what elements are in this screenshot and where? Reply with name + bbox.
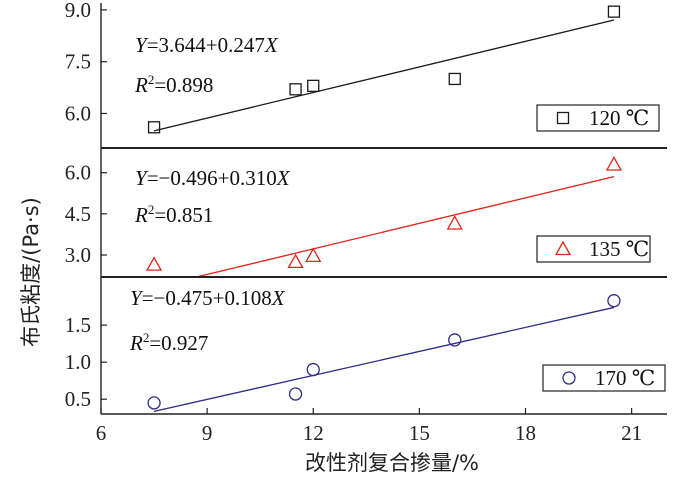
- panel-2-ytick-label: 3.0: [65, 243, 91, 267]
- panel-2-legend-label: 135 ℃: [589, 237, 649, 261]
- panel-3-data-point: [288, 387, 303, 401]
- panel-2-data-point: [287, 253, 304, 269]
- panel-1-legend-label: 120 ℃: [589, 106, 649, 130]
- panel-3-ytick-label: 1.0: [65, 350, 91, 374]
- x-tick-label: 21: [621, 421, 642, 445]
- panel-2-data-point: [446, 215, 463, 230]
- panel-1-data-point: [448, 72, 461, 86]
- panel-1-fit-line: [153, 19, 615, 132]
- panel-1-legend-marker: [556, 111, 570, 125]
- panel-3: 0.5 1.0 1.5 Y=−0.475+0.108X R2=0.927 170 ℃: [65, 286, 666, 413]
- panel-3-legend-label: 170 ℃: [595, 366, 655, 390]
- panel-3-data-point: [607, 294, 621, 308]
- panel-1-r-squared: R2=0.898: [134, 72, 213, 97]
- panel-3-data-point: [306, 362, 320, 377]
- panel-2-fit-line: [196, 175, 615, 278]
- panel-1-data-point: [289, 83, 302, 96]
- panel-3-legend-marker: [562, 371, 576, 385]
- panel-1-data-point: [307, 79, 320, 93]
- panel-1-ytick-label: 6.0: [65, 101, 91, 125]
- panel-2-legend-marker: [554, 240, 572, 256]
- panel-1-data-point: [607, 5, 621, 18]
- panel-3-r-squared: R2=0.927: [129, 330, 208, 355]
- panel-2-legend: 135 ℃: [536, 235, 651, 263]
- y-axis-title: 布氏粘度/(Pa·s): [19, 197, 43, 347]
- x-tick-label: 12: [303, 421, 324, 445]
- panel-3-legend: 170 ℃: [542, 364, 666, 392]
- x-tick-label: 18: [515, 421, 536, 445]
- panel-1: 6.0 7.5 9.0 Y=3.644+0.247X R2=0.898 120 ℃: [65, 0, 660, 134]
- panel-2-ytick-label: 6.0: [65, 161, 91, 185]
- x-tick-label: 6: [96, 421, 107, 445]
- panel-3-data-point: [448, 333, 462, 347]
- panel-2-equation: Y=−0.496+0.310X: [135, 166, 291, 190]
- x-axis: 6 9 12 15 18 21: [96, 408, 642, 445]
- panel-1-data-point: [147, 121, 161, 134]
- x-tick-label: 15: [409, 421, 430, 445]
- panel-2: 3.0 4.5 6.0 Y=−0.496+0.310X R2=0.851 135 ℃: [65, 156, 651, 278]
- panel-1-ytick-label: 9.0: [65, 0, 91, 22]
- panel-3-data-point: [147, 396, 161, 410]
- x-axis-title: 改性剂复合掺量/%: [305, 451, 479, 475]
- panel-3-ytick-label: 0.5: [65, 387, 91, 411]
- panel-1-equation: Y=3.644+0.247X: [135, 33, 279, 57]
- panel-3-fit-line: [153, 306, 615, 413]
- panel-3-ytick-label: 1.5: [65, 313, 91, 337]
- panel-1-legend: 120 ℃: [536, 104, 660, 132]
- panel-3-equation: Y=−0.475+0.108X: [130, 286, 286, 310]
- chart-frame: [100, 3, 667, 415]
- chart-panels: 6.0 7.5 9.0 Y=3.644+0.247X R2=0.898 120 ℃ 3.0 4…: [65, 0, 666, 413]
- panel-2-r-squared: R2=0.851: [134, 202, 213, 227]
- panel-2-legend-box: [536, 235, 651, 263]
- panel-2-ytick-label: 4.5: [65, 202, 91, 226]
- x-tick-label: 9: [202, 421, 213, 445]
- panel-1-ytick-label: 7.5: [65, 50, 91, 74]
- panel-2-data-point: [145, 256, 163, 271]
- panel-2-data-point: [605, 156, 623, 171]
- panel-2-data-point: [305, 247, 322, 263]
